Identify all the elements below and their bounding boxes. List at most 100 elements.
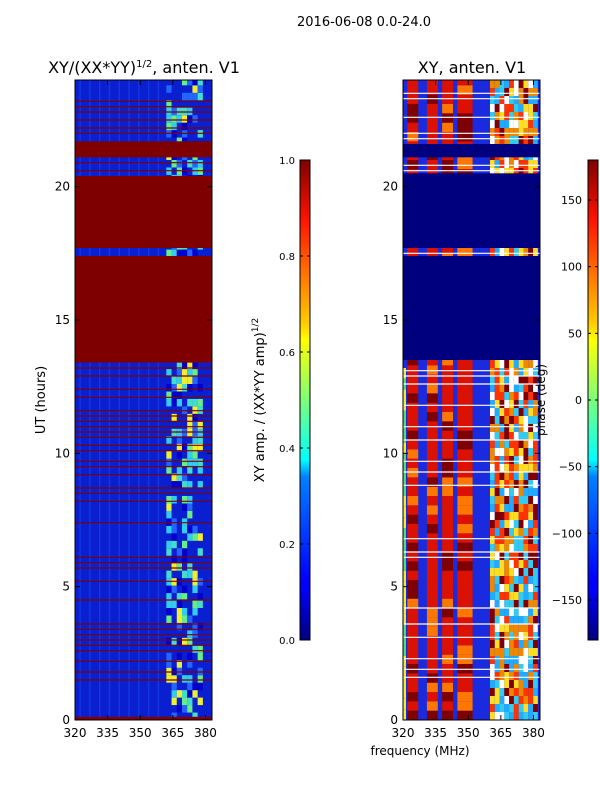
heatmap-texture-cell [407, 85, 419, 95]
heatmap-texture-cell [457, 244, 473, 254]
heatmap-texture-cell [499, 608, 505, 616]
heatmap-texture-cell [192, 712, 198, 720]
heatmap-texture-cell [426, 645, 438, 655]
heatmap-texture-cell [457, 505, 473, 515]
heatmap-texture-cell [489, 440, 495, 448]
right-axes-frame [402, 79, 541, 721]
heatmap-texture-cell [528, 672, 534, 680]
y-tick-label: 5 [62, 580, 70, 594]
heatmap-texture-cell [489, 616, 495, 624]
heatmap-texture-cell [403, 368, 406, 379]
heatmap-texture-cell [518, 128, 524, 136]
heatmap-texture-cell [504, 384, 510, 392]
heatmap-texture-cell [489, 712, 495, 720]
x-tick-label: 350 [457, 726, 480, 740]
heatmap-texture-cell [407, 449, 419, 459]
heatmap-texture-cell [181, 555, 188, 564]
heatmap-texture-cell [176, 548, 182, 556]
heatmap-texture-cell [518, 576, 524, 584]
heatmap-texture-cell [166, 600, 172, 608]
heatmap-texture-cell [513, 560, 519, 568]
heatmap-texture-cell [426, 449, 438, 459]
heatmap-texture-cell [504, 440, 510, 448]
heatmap-texture-cell [176, 466, 182, 474]
heatmap-texture-cell [407, 132, 419, 142]
colorbar-tick-label: 0 [575, 394, 582, 407]
heatmap-texture-cell [171, 413, 177, 422]
heatmap-texture-cell [528, 472, 534, 480]
heatmap-texture-cell [489, 384, 495, 392]
heatmap-texture-cell [504, 600, 510, 608]
heatmap-texture-cell [533, 688, 538, 696]
heatmap-texture-cell [513, 464, 519, 472]
heatmap-texture-cell [523, 568, 529, 576]
heatmap-texture-cell [181, 525, 188, 534]
heatmap-texture-cell [442, 384, 454, 394]
heatmap-texture-cell [457, 384, 473, 394]
heatmap-texture-cell [166, 466, 172, 474]
heatmap-texture-cell [489, 544, 495, 552]
heatmap-texture-cell [403, 698, 406, 710]
heatmap-texture-cell [489, 640, 495, 648]
heatmap-texture-cell [407, 524, 419, 534]
heatmap-texture-cell [442, 122, 454, 132]
heatmap-texture-cell [499, 568, 505, 576]
heatmap-texture-cell [442, 365, 454, 375]
heatmap-texture-cell [513, 432, 519, 440]
heatmap-texture-cell [494, 528, 500, 536]
left-colorbar: 0.0 0.2 0.4 0.6 0.8 1.0 XY amp. / (XX*YY amp)… [251, 156, 311, 647]
heatmap-texture-cell [407, 122, 419, 132]
heatmap-texture-cell [442, 626, 454, 636]
heatmap-texture-cell [489, 80, 495, 88]
heatmap-texture-cell [171, 697, 177, 706]
heatmap-texture-cell [513, 512, 519, 520]
heatmap-texture-cell [192, 533, 198, 541]
heatmap-texture-cell [523, 96, 529, 104]
heatmap-texture-cell [518, 160, 524, 168]
heatmap-texture-cell [407, 505, 419, 515]
heatmap-texture-cell [523, 512, 529, 520]
heatmap-texture-cell [489, 456, 495, 464]
heatmap-texture-cell [426, 710, 438, 720]
heatmap-texture-cell [187, 421, 193, 429]
heatmap-texture-cell [528, 560, 534, 568]
heatmap-texture-cell [489, 424, 495, 432]
heatmap-texture-cell [499, 680, 505, 688]
heatmap-texture-cell [407, 468, 419, 478]
heatmap-texture-cell [489, 648, 495, 656]
heatmap-texture-cell [499, 624, 505, 632]
heatmap-texture-cell [528, 112, 534, 120]
heatmap-texture-cell [518, 440, 524, 448]
heatmap-texture-cell [176, 481, 182, 489]
heatmap-texture-cell [171, 115, 177, 123]
heatmap-texture-cell [523, 536, 529, 544]
heatmap-texture-cell [494, 632, 500, 640]
heatmap-texture-cell [528, 120, 534, 128]
heatmap-texture-cell [442, 113, 454, 123]
heatmap-texture-cell [509, 584, 514, 592]
heatmap-texture-cell [499, 384, 505, 392]
heatmap-texture-cell [499, 440, 505, 448]
heatmap-texture-cell [518, 520, 524, 528]
heatmap-texture-cell [489, 416, 495, 424]
heatmap-texture-cell [489, 104, 495, 112]
heatmap-texture-cell [426, 477, 438, 487]
heatmap-texture-cell [518, 504, 524, 512]
heatmap-texture-cell [509, 368, 514, 376]
colorbar-tick-label: 100 [561, 261, 582, 274]
heatmap-texture-cell [489, 408, 495, 416]
heatmap-texture-cell [457, 430, 473, 440]
heatmap-texture-cell [533, 616, 538, 624]
heatmap-texture-cell [509, 616, 514, 624]
heatmap-texture-cell [407, 617, 419, 627]
heatmap-texture-cell [504, 496, 510, 504]
heatmap-texture-cell [197, 421, 203, 429]
heatmap-texture-cell [533, 400, 538, 408]
heatmap-texture-cell [509, 120, 514, 128]
heatmap-texture-cell [166, 525, 172, 534]
heatmap-texture-cell [523, 616, 529, 624]
left-axes-frame [74, 79, 213, 721]
heatmap-texture-cell [533, 80, 538, 88]
heatmap-texture-cell [407, 160, 419, 170]
heatmap-texture-cell [403, 506, 406, 518]
